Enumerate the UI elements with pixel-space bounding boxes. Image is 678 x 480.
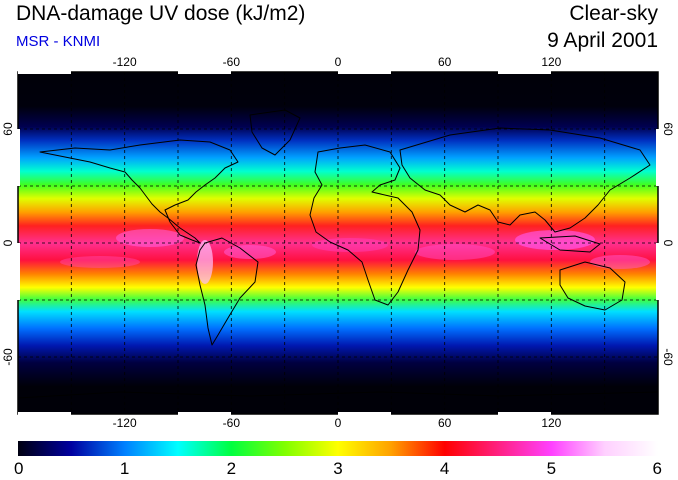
australia-coast — [559, 261, 626, 311]
map-date: 9 April 2001 — [547, 29, 658, 52]
lon-tick-label-top: -120 — [113, 55, 137, 69]
graticule — [18, 72, 658, 414]
lon-ticks-bottom: -120 -60 0 60 120 — [113, 416, 562, 430]
lon-tick-label-top: -60 — [223, 55, 241, 69]
lon-tick-label-bottom: 120 — [541, 416, 561, 430]
lat-tick-label-left: 60 — [1, 122, 15, 136]
lon-ticks-top: -120 -60 0 60 120 — [113, 55, 562, 69]
lon-tick-label-bottom: 60 — [438, 416, 452, 430]
colorbar-label: 2 — [227, 459, 236, 478]
lon-tick-label-bottom: -120 — [113, 416, 137, 430]
colorbar-label: 4 — [440, 459, 449, 478]
colorbar: 0 1 2 3 4 5 6 — [14, 441, 662, 478]
north-america-coast — [39, 139, 239, 244]
lat-tick-label-right: -60 — [661, 348, 675, 366]
colorbar-label: 0 — [14, 459, 23, 478]
europe-africa-coast — [309, 144, 421, 306]
map-source: MSR - KNMI — [16, 33, 101, 50]
coastlines — [18, 109, 658, 399]
colorbar-labels: 0 1 2 3 4 5 6 — [14, 459, 662, 478]
lat-ticks-left: 60 0 -60 — [1, 122, 15, 366]
lat-tick-label-left: 0 — [1, 239, 15, 246]
map-frame: -120 -60 0 60 120 -120 -60 0 60 120 60 0 -60 60 0 -6… — [1, 55, 675, 430]
colorbar-label: 3 — [333, 459, 342, 478]
lat-tick-label-right: 0 — [661, 240, 675, 247]
map-title: DNA-damage UV dose (kJ/m2) — [16, 2, 306, 25]
colorbar-label: 1 — [120, 459, 129, 478]
lon-tick-label-top: 120 — [541, 55, 561, 69]
lat-ticks-right: 60 0 -60 — [661, 122, 675, 366]
lat-tick-label-right: 60 — [661, 122, 675, 136]
frame-border — [17, 71, 659, 415]
south-america-coast — [195, 237, 259, 346]
lon-tick-label-bottom: -60 — [223, 416, 241, 430]
sky-condition: Clear-sky — [569, 2, 658, 25]
asia-coast — [399, 127, 651, 233]
greenland-coast — [249, 109, 301, 156]
colorbar-label: 5 — [547, 459, 556, 478]
lon-tick-label-bottom: 0 — [335, 416, 342, 430]
lon-tick-label-top: 0 — [335, 55, 342, 69]
antarctica-coast — [18, 391, 658, 399]
maritime-continent-coast — [539, 235, 601, 253]
lon-tick-label-top: 60 — [438, 55, 452, 69]
colorbar-label: 6 — [653, 459, 662, 478]
uv-hotspots — [60, 229, 650, 284]
colorbar-bar — [18, 441, 658, 456]
lat-tick-label-left: -60 — [1, 348, 15, 366]
